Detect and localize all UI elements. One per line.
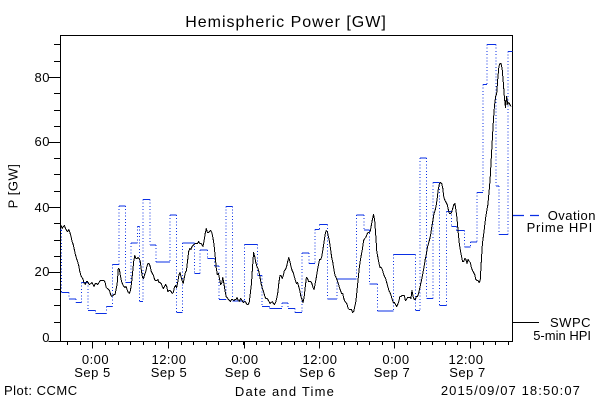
svg-text:Date and Time: Date and Time xyxy=(235,384,335,399)
svg-text:2015/09/07 18:50:07: 2015/09/07 18:50:07 xyxy=(441,383,581,398)
svg-text:80: 80 xyxy=(35,70,50,85)
svg-text:0: 0 xyxy=(42,330,50,345)
svg-text:40: 40 xyxy=(35,200,50,215)
svg-text:Prime HPI: Prime HPI xyxy=(527,220,593,235)
svg-text:Sep 7: Sep 7 xyxy=(374,365,410,380)
svg-text:P [GW]: P [GW] xyxy=(6,164,21,209)
svg-text:SWPC: SWPC xyxy=(550,315,591,330)
svg-text:Hemispheric Power [GW]: Hemispheric Power [GW] xyxy=(185,14,387,31)
svg-text:12:00: 12:00 xyxy=(302,352,337,367)
svg-text:Plot: CCMC: Plot: CCMC xyxy=(4,383,78,398)
svg-text:12:00: 12:00 xyxy=(448,352,483,367)
svg-text:Sep 6: Sep 6 xyxy=(225,365,261,380)
svg-text:Sep 7: Sep 7 xyxy=(449,365,485,380)
svg-text:0:00: 0:00 xyxy=(231,352,258,367)
svg-text:Sep 5: Sep 5 xyxy=(151,365,187,380)
svg-text:20: 20 xyxy=(35,264,50,279)
svg-text:Sep 6: Sep 6 xyxy=(299,365,335,380)
svg-text:0:00: 0:00 xyxy=(382,352,409,367)
svg-text:12:00: 12:00 xyxy=(151,352,186,367)
svg-text:60: 60 xyxy=(35,134,50,149)
svg-text:Ovation: Ovation xyxy=(548,208,596,223)
svg-text:Sep 5: Sep 5 xyxy=(74,365,110,380)
svg-text:5-min HPI: 5-min HPI xyxy=(533,328,591,343)
svg-text:0:00: 0:00 xyxy=(82,352,109,367)
